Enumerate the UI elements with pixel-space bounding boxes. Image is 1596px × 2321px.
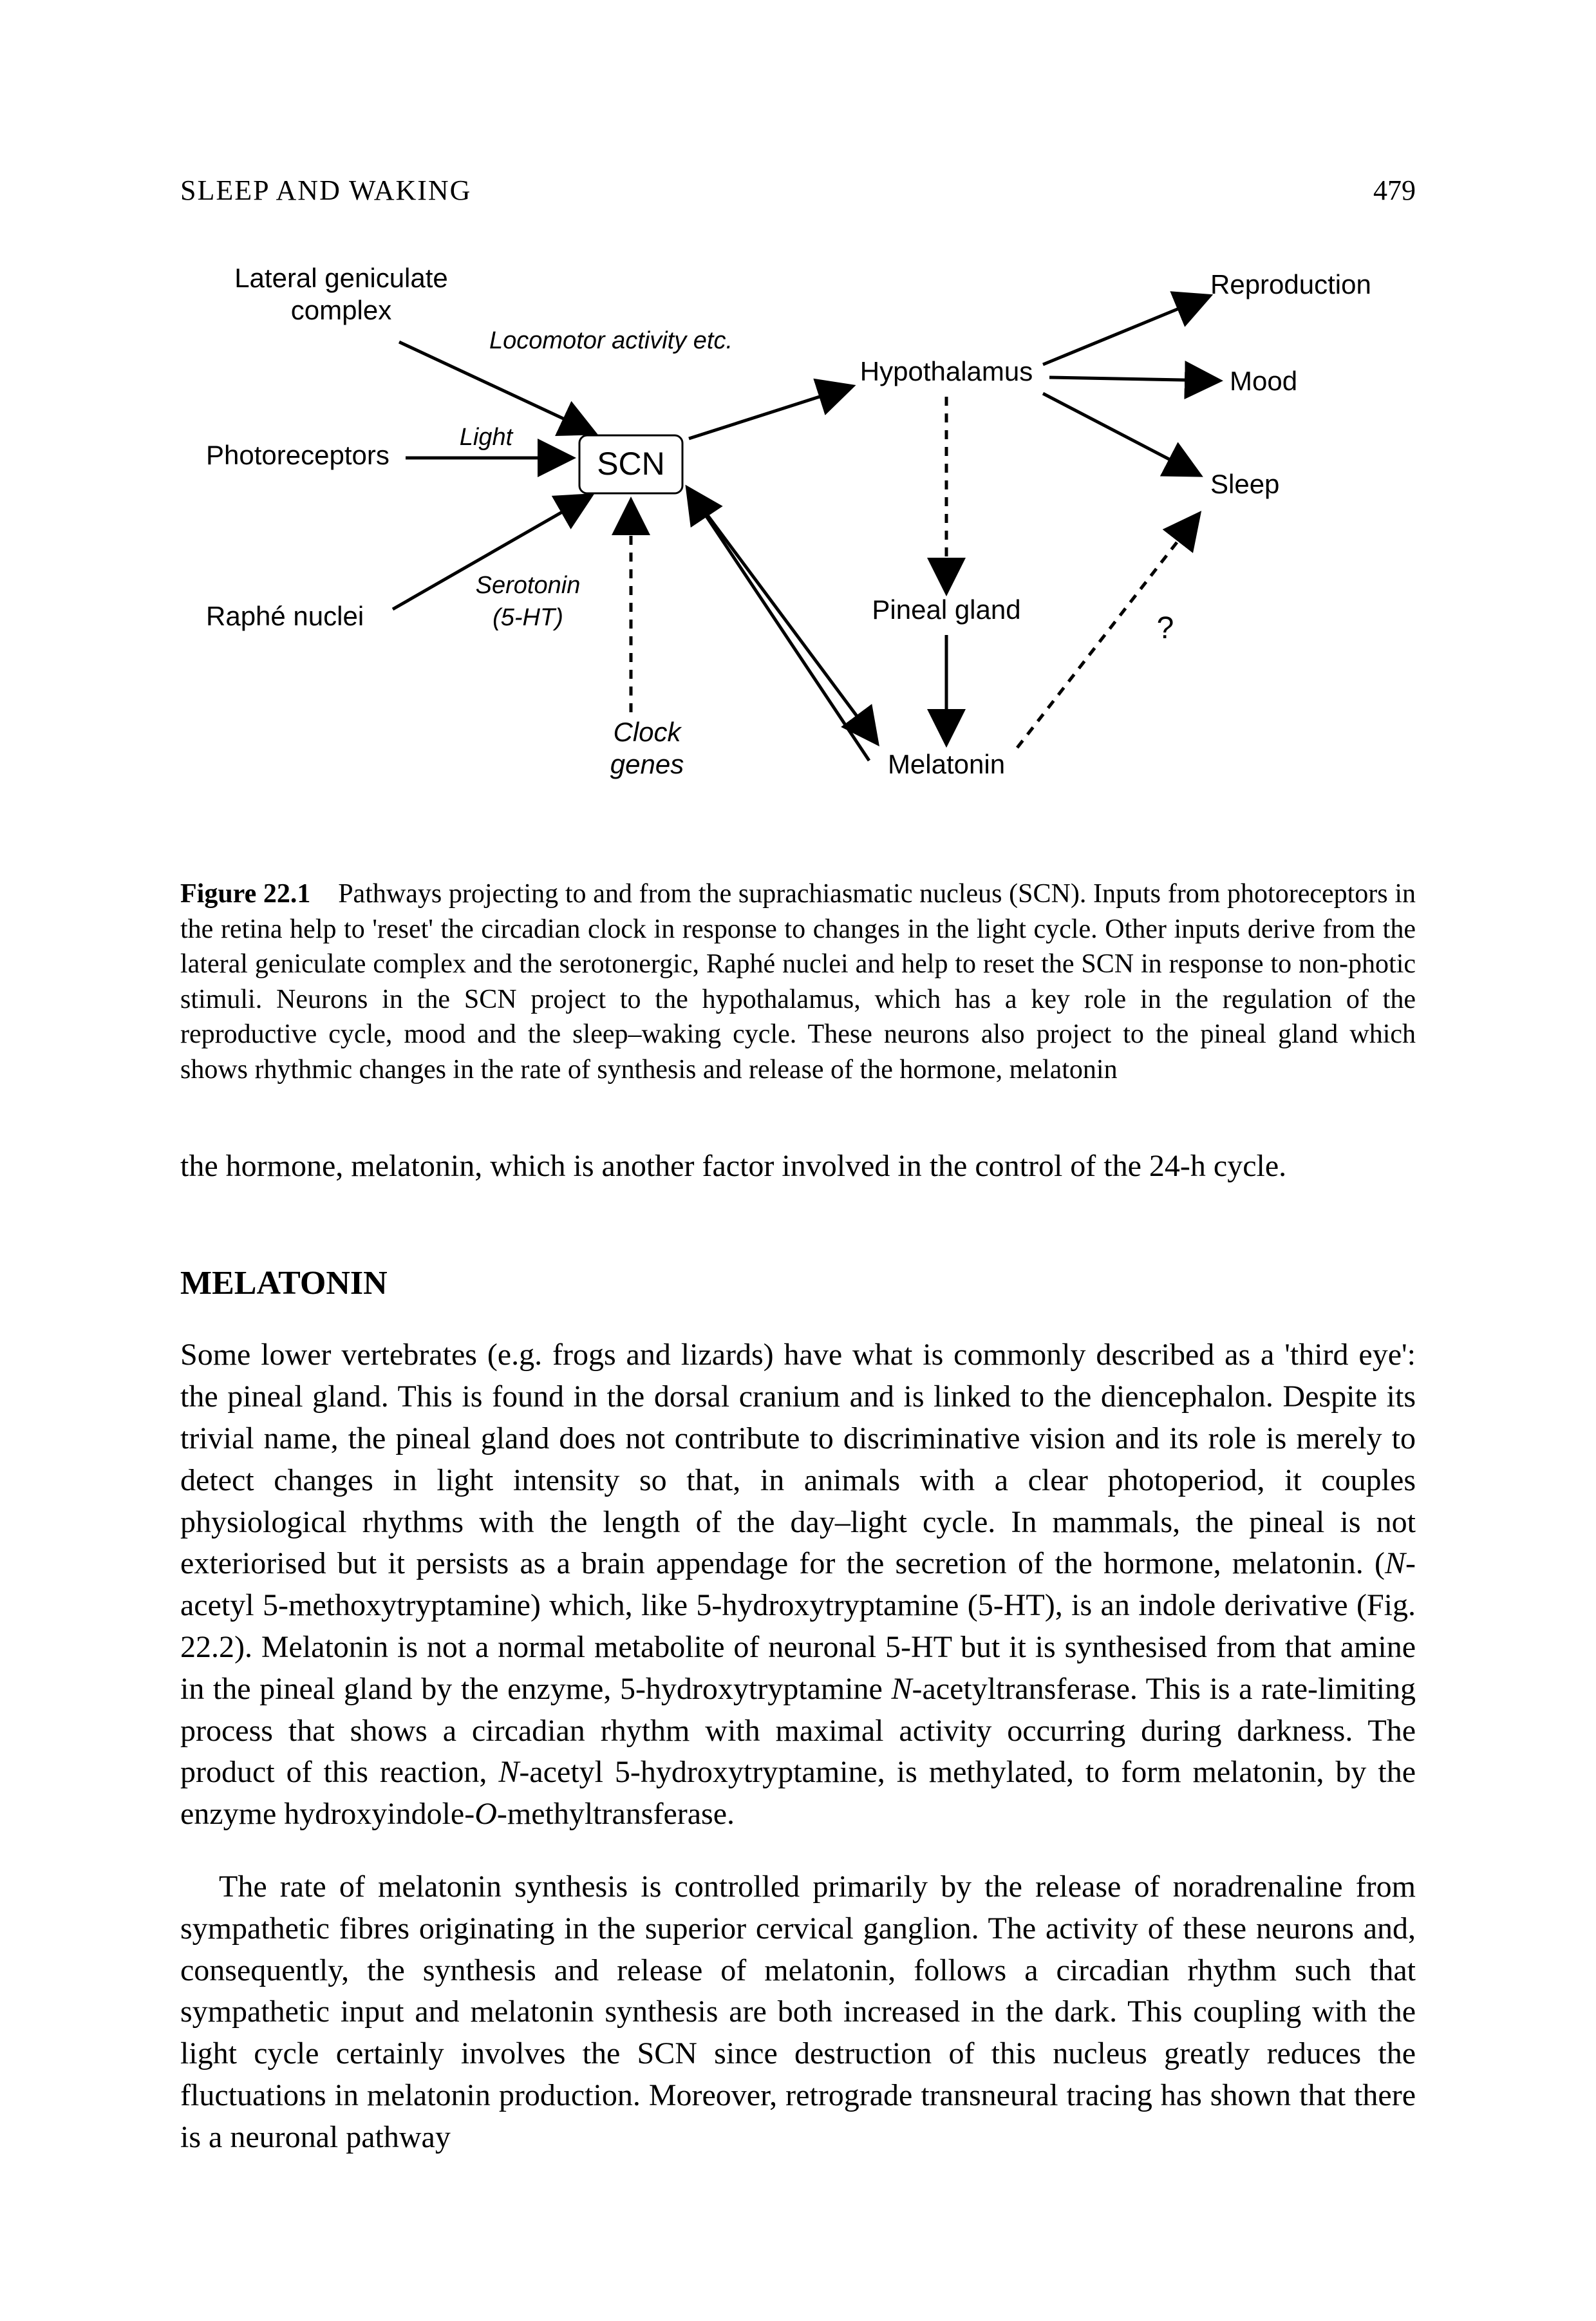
svg-text:Pineal gland: Pineal gland — [872, 594, 1020, 625]
svg-text:Photoreceptors: Photoreceptors — [206, 440, 390, 470]
running-title: SLEEP AND WAKING — [180, 174, 471, 207]
svg-text:Light: Light — [460, 424, 514, 451]
figure-caption: Figure 22.1 Pathways projecting to and f… — [180, 876, 1416, 1088]
svg-text:Sleep: Sleep — [1210, 469, 1279, 499]
svg-text:?: ? — [1157, 611, 1174, 645]
body-paragraph-1: Some lower vertebrates (e.g. frogs and l… — [180, 1334, 1416, 1835]
figure-label: Figure 22.1 — [180, 879, 310, 909]
body-paragraph-2: The rate of melatonin synthesis is contr… — [180, 1866, 1416, 2159]
svg-text:SCN: SCN — [597, 446, 665, 482]
svg-text:Raphé nuclei: Raphé nuclei — [206, 601, 364, 631]
figure-diagram: SCN Lateral geniculatecomplex Photorecepto… — [180, 252, 1416, 870]
svg-text:Reproduction: Reproduction — [1210, 269, 1371, 299]
running-header: SLEEP AND WAKING 479 — [180, 174, 1416, 207]
svg-text:(5-HT): (5-HT) — [493, 604, 563, 631]
svg-text:Lateral geniculate: Lateral geniculate — [234, 263, 448, 293]
section-heading: MELATONIN — [180, 1264, 1416, 1302]
page-number: 479 — [1373, 174, 1416, 207]
svg-text:Melatonin: Melatonin — [888, 749, 1005, 779]
figure-caption-text: Pathways projecting to and from the supr… — [180, 879, 1416, 1085]
lead-sentence: the hormone, melatonin, which is another… — [180, 1146, 1416, 1188]
svg-text:Clock: Clock — [613, 717, 682, 747]
svg-text:Serotonin: Serotonin — [476, 572, 581, 599]
svg-text:genes: genes — [610, 749, 684, 779]
svg-text:Locomotor activity etc.: Locomotor activity etc. — [489, 327, 733, 354]
svg-text:complex: complex — [291, 295, 391, 325]
svg-text:Hypothalamus: Hypothalamus — [860, 356, 1033, 386]
svg-text:Mood: Mood — [1230, 366, 1297, 396]
